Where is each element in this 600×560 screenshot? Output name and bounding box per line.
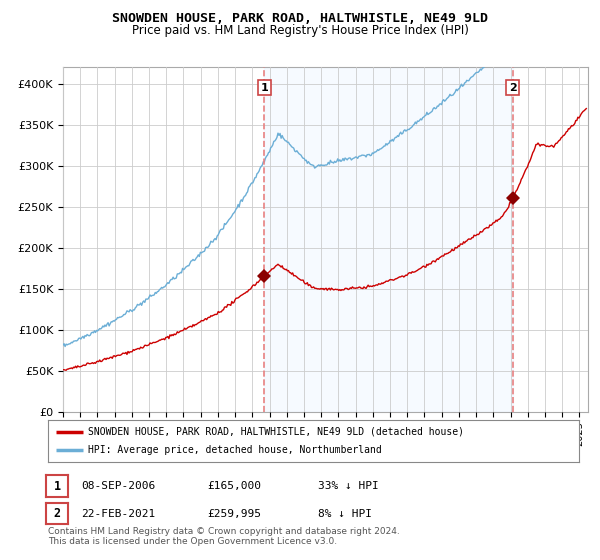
Text: HPI: Average price, detached house, Northumberland: HPI: Average price, detached house, Nort… [88,445,382,455]
Text: 08-SEP-2006: 08-SEP-2006 [81,481,155,491]
Bar [264,67,513,412]
Text: Contains HM Land Registry data © Crown copyright and database right 2024.
This d: Contains HM Land Registry data © Crown c… [48,526,400,546]
Text: £259,995: £259,995 [207,508,261,519]
Text: Price paid vs. HM Land Registry's House Price Index (HPI): Price paid vs. HM Land Registry's House … [131,24,469,36]
Text: 33% ↓ HPI: 33% ↓ HPI [318,481,379,491]
Text: £165,000: £165,000 [207,481,261,491]
Text: 8% ↓ HPI: 8% ↓ HPI [318,508,372,519]
Text: 22-FEB-2021: 22-FEB-2021 [81,508,155,519]
Text: 2: 2 [509,83,517,93]
Text: 1: 1 [53,479,61,493]
Text: 2: 2 [53,507,61,520]
Text: 1: 1 [260,83,268,93]
Text: SNOWDEN HOUSE, PARK ROAD, HALTWHISTLE, NE49 9LD (detached house): SNOWDEN HOUSE, PARK ROAD, HALTWHISTLE, N… [88,427,464,437]
Text: SNOWDEN HOUSE, PARK ROAD, HALTWHISTLE, NE49 9LD: SNOWDEN HOUSE, PARK ROAD, HALTWHISTLE, N… [112,12,488,25]
